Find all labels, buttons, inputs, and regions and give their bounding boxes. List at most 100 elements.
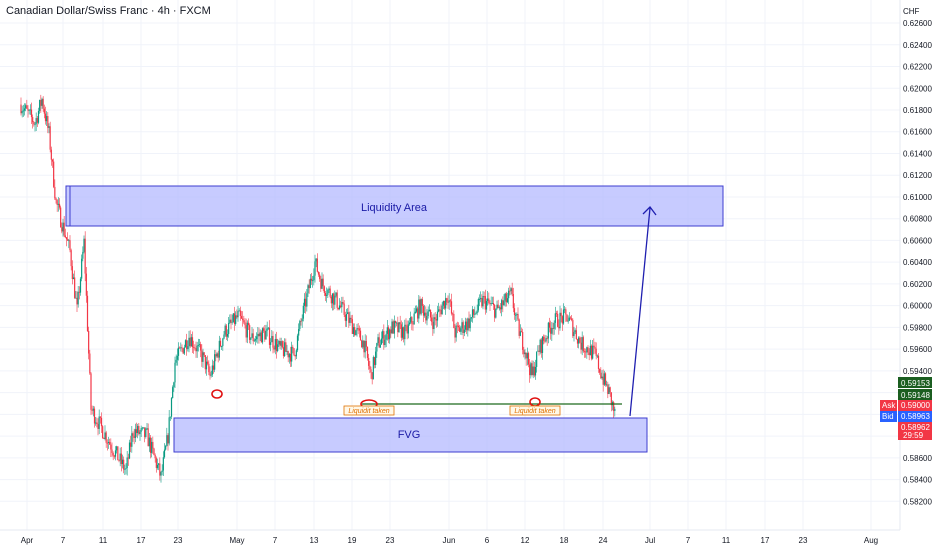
candle-body (393, 321, 395, 334)
candle-body (417, 308, 419, 319)
candle-body (336, 292, 338, 308)
y-tick-label: 0.61600 (903, 128, 932, 137)
candle-body (459, 327, 461, 332)
candle-body (363, 340, 365, 353)
candle-body (64, 235, 66, 238)
x-tick-label: 7 (686, 536, 691, 545)
candle-body (322, 278, 324, 287)
candle-body (399, 322, 401, 325)
candle-body (107, 441, 110, 443)
candle-body (364, 340, 366, 353)
candle-body (301, 318, 303, 322)
candle-body (478, 299, 481, 300)
candle-body (120, 453, 122, 464)
candle-body (429, 309, 432, 318)
badge-ask-bg (898, 400, 932, 411)
candle-body (449, 300, 451, 302)
candle-body (476, 310, 478, 314)
candle-body (405, 324, 407, 326)
badge-high-bg (898, 377, 932, 388)
candle-body (335, 292, 337, 296)
candle-body (513, 308, 516, 316)
candle-body (194, 347, 196, 349)
candle-body (60, 207, 62, 228)
candle-body (82, 251, 84, 259)
candle-body (228, 322, 230, 334)
candle-body (148, 437, 150, 447)
candle-body (298, 329, 300, 336)
candle-body (274, 338, 276, 350)
candle-body (284, 342, 286, 356)
candle-body (362, 340, 364, 348)
candle-body (67, 239, 69, 241)
candle-body (487, 298, 489, 302)
candle-body (382, 331, 384, 339)
candle-body (69, 240, 71, 251)
candle-body (47, 116, 49, 128)
candle-body (543, 336, 545, 341)
candle-body (411, 317, 413, 324)
candle-body (414, 311, 416, 314)
candle-body (432, 321, 434, 330)
candle-body (65, 237, 68, 240)
candle-body (293, 348, 295, 356)
candle-body (532, 366, 534, 375)
candle-body (421, 299, 423, 306)
candle-body (159, 463, 161, 476)
candle-body (126, 457, 128, 468)
candle-body (510, 288, 512, 292)
candle-body (303, 298, 306, 306)
candle-body (95, 422, 97, 424)
candle-body (211, 365, 213, 375)
candle-body (505, 293, 507, 303)
candle-body (113, 455, 115, 457)
y-tick-label: 0.59600 (903, 345, 932, 354)
candle-body (349, 317, 351, 323)
target-arrow[interactable] (629, 207, 651, 417)
candle-body (566, 314, 568, 322)
candle-body (544, 340, 546, 342)
candle-body (526, 353, 528, 359)
liquidity-area-zone[interactable] (65, 185, 724, 227)
candle-body (124, 468, 126, 470)
candle-body (154, 455, 156, 459)
candle-body (96, 422, 98, 425)
candle-body (512, 294, 514, 309)
candle-body (524, 352, 526, 355)
candle-body (118, 460, 120, 461)
candle-body (84, 238, 86, 274)
price-badges: 0.59153 0.59148 Ask 0.59000 Bid 0.58963 … (880, 377, 932, 440)
candle-body (128, 442, 131, 459)
y-tick-label: 0.61200 (903, 171, 932, 180)
candle-body (316, 258, 318, 272)
candle-body (474, 313, 476, 315)
candle-body (208, 363, 210, 373)
candle-body (595, 348, 597, 356)
candle-body (491, 303, 493, 304)
x-tick-label: May (229, 536, 244, 545)
candle-body (527, 353, 530, 365)
candle-body (484, 296, 486, 310)
candle-body (427, 311, 429, 317)
candle-body (70, 250, 72, 267)
candle-body (183, 347, 185, 354)
candle-body (379, 344, 381, 348)
candle-body (58, 203, 61, 208)
candle-body (162, 457, 164, 471)
fvg-zone[interactable] (173, 417, 648, 453)
candle-body (359, 330, 362, 341)
candle-body (587, 347, 589, 353)
y-tick-label: 0.61000 (903, 193, 932, 202)
candle-body (555, 313, 558, 315)
candle-body (333, 293, 335, 305)
candle-body (328, 288, 330, 290)
x-tick-label: 12 (521, 536, 530, 545)
candle-body (260, 332, 262, 343)
candle-body (210, 374, 212, 376)
candle-body (53, 161, 55, 187)
candle-body (539, 339, 541, 352)
candle-body (419, 299, 421, 314)
liq-label-box-1 (343, 405, 395, 416)
candle-body (471, 309, 474, 318)
